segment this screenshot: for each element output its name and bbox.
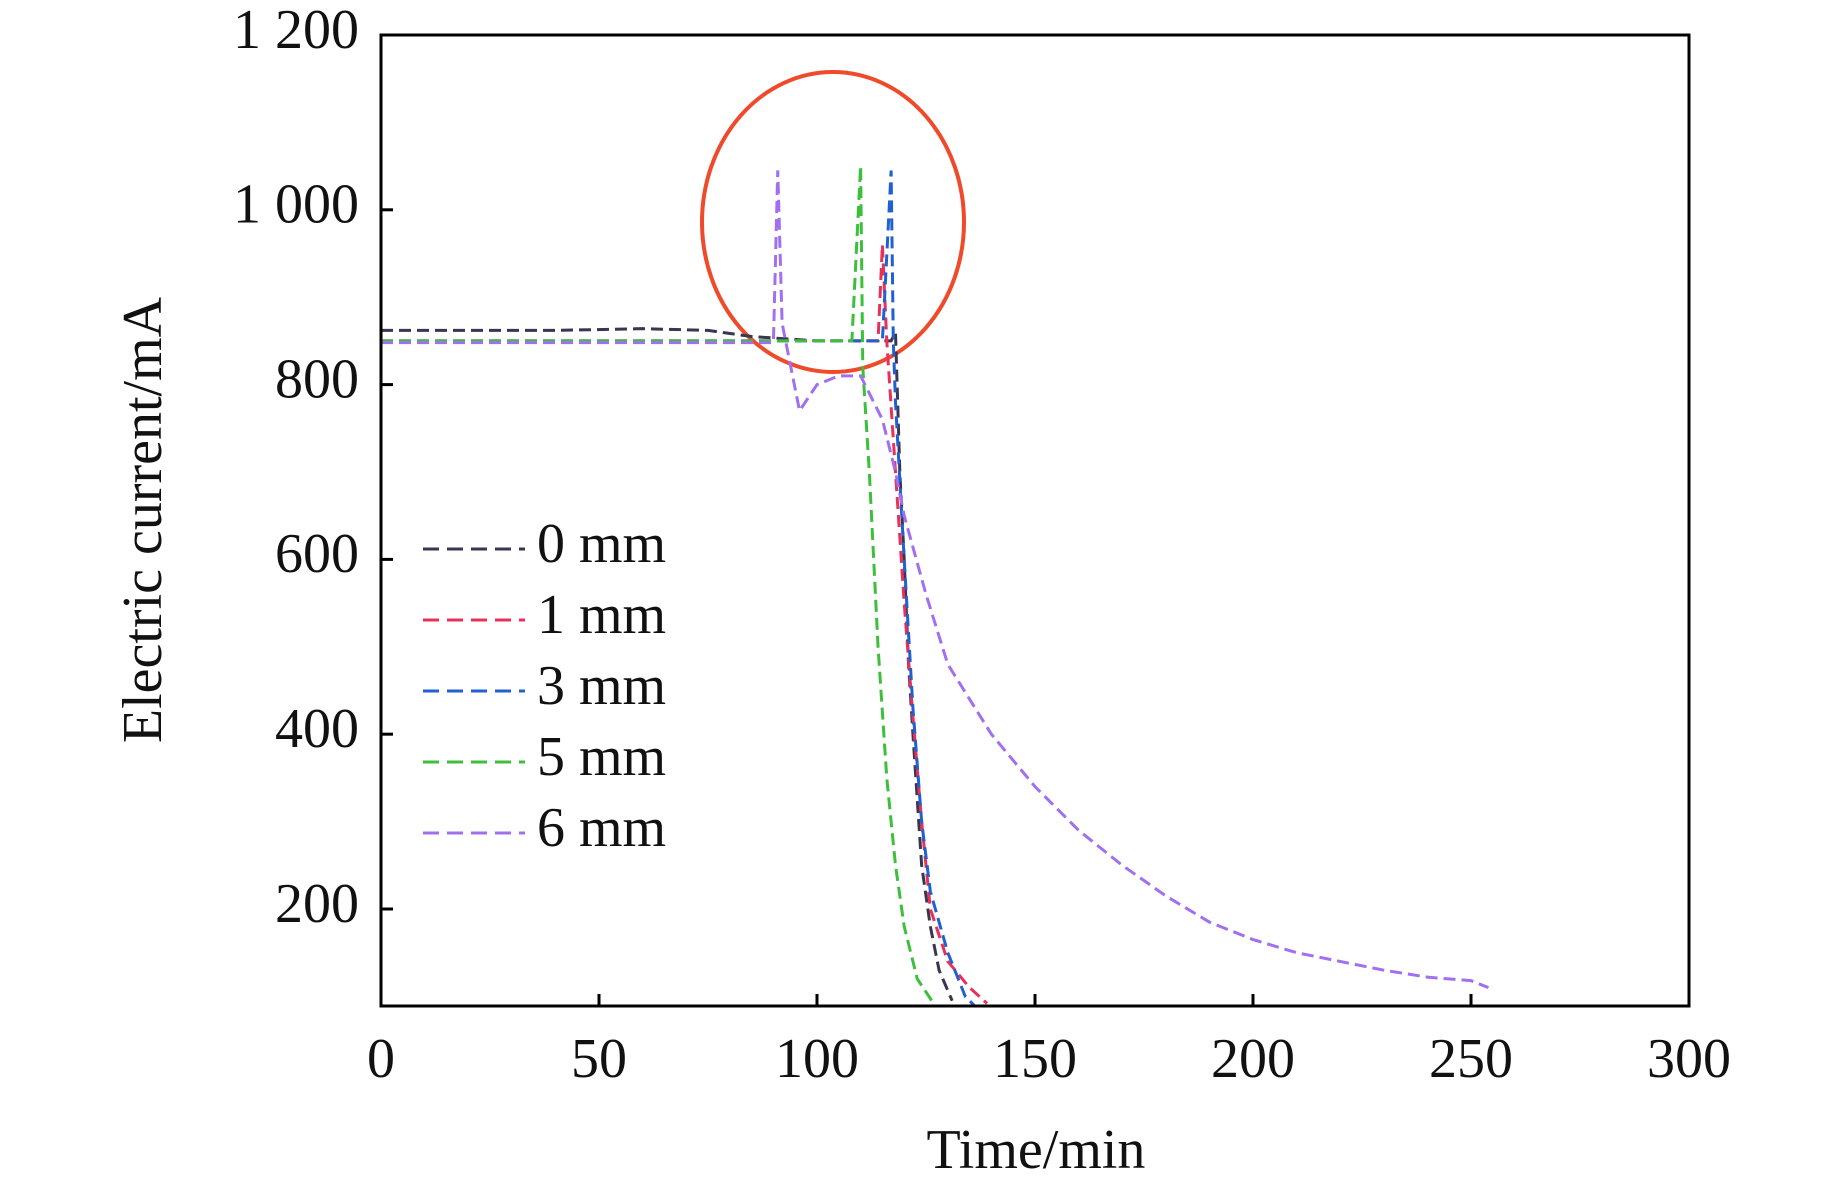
- highlight-circle: [700, 70, 966, 374]
- series-line: [381, 244, 989, 1005]
- x-tick-label: 150: [993, 1028, 1077, 1090]
- x-tick-label: 0: [367, 1028, 395, 1090]
- legend-label: 1 mm: [537, 584, 666, 646]
- series-line: [381, 170, 976, 1007]
- plot-frame: [379, 33, 1691, 1008]
- y-tick-label: 1 000: [233, 174, 359, 236]
- legend-label: 0 mm: [537, 513, 666, 575]
- y-tick-label: 800: [275, 348, 359, 410]
- legend-label: 6 mm: [537, 797, 666, 859]
- y-tick-label: 600: [275, 523, 359, 585]
- legend-label: 5 mm: [537, 726, 666, 788]
- legend-label: 3 mm: [537, 655, 666, 717]
- x-tick-label: 200: [1211, 1028, 1295, 1090]
- y-axis-title: Electric current/mA: [112, 296, 174, 743]
- x-tick-label: 250: [1429, 1028, 1513, 1090]
- y-tick-label: 400: [275, 698, 359, 760]
- x-tick-label: 100: [775, 1028, 859, 1090]
- series-line: [381, 166, 936, 1006]
- y-tick-label: 200: [275, 873, 359, 935]
- series-line: [381, 327, 954, 1002]
- x-tick-label: 300: [1647, 1028, 1731, 1090]
- y-tick-label: 1 200: [233, 0, 359, 61]
- x-axis-title: Time/min: [927, 1119, 1146, 1181]
- x-tick-label: 50: [571, 1028, 627, 1090]
- series-line: [381, 170, 1489, 990]
